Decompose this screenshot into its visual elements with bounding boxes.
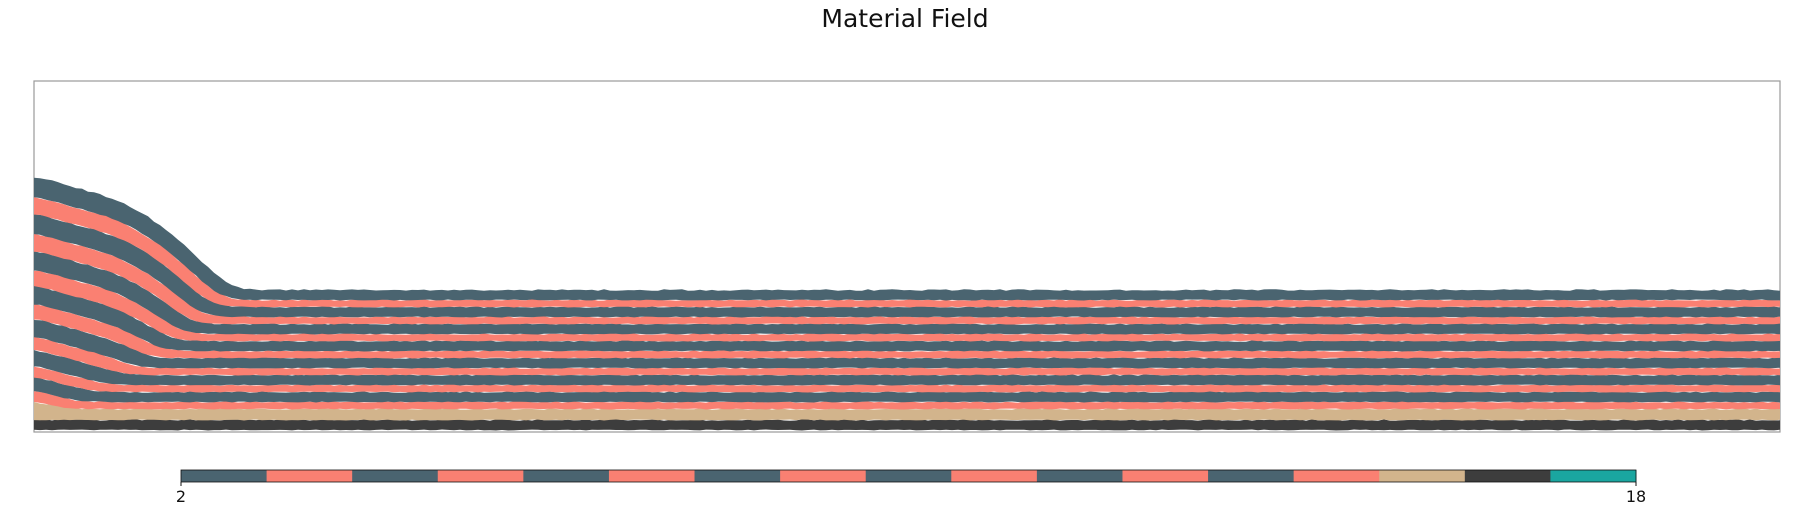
material-layer-9 [34, 303, 1780, 359]
colorbar-segment-8 [694, 470, 781, 482]
material-layer-5 [34, 233, 1780, 325]
material-layer-16 [34, 402, 1780, 421]
layer-group [34, 177, 1780, 431]
colorbar-segment-11 [951, 470, 1038, 482]
colorbar-segment-18 [1550, 470, 1637, 482]
colorbar-segment-16 [1379, 470, 1466, 482]
material-layer-13 [34, 366, 1780, 393]
colorbar-segment-15 [1293, 470, 1380, 482]
colorbar-segment-14 [1208, 470, 1295, 482]
colorbar-segment-3 [266, 470, 353, 482]
colorbar-tick-label: 2 [176, 487, 186, 506]
material-layer-12 [34, 350, 1780, 386]
material-layer-7 [34, 270, 1780, 342]
colorbar-segment-6 [523, 470, 610, 482]
material-layer-15 [34, 391, 1780, 410]
material-layer-8 [34, 285, 1780, 352]
colorbar-segment-9 [780, 470, 867, 482]
colorbar-segment-2 [181, 470, 268, 482]
chart-title: Material Field [821, 4, 989, 33]
colorbar-segment-10 [865, 470, 952, 482]
colorbar-segment-12 [1036, 470, 1123, 482]
material-layer-6 [34, 251, 1780, 335]
colorbar-tick-label: 18 [1626, 487, 1646, 506]
colorbar-segment-7 [608, 470, 696, 482]
material-layer-10 [34, 320, 1780, 369]
material-layer-3 [34, 197, 1780, 308]
material-layer-17 [34, 419, 1780, 431]
colorbar-outline [180, 469, 1637, 483]
colorbar-segment-13 [1122, 470, 1209, 482]
material-layer-14 [34, 376, 1780, 403]
colorbar-segment-17 [1464, 470, 1551, 482]
material-layer-11 [34, 336, 1780, 376]
colorbar-segment-4 [352, 470, 439, 482]
colorbar: 2 18 [176, 469, 1646, 506]
colorbar-segment-5 [437, 470, 524, 482]
